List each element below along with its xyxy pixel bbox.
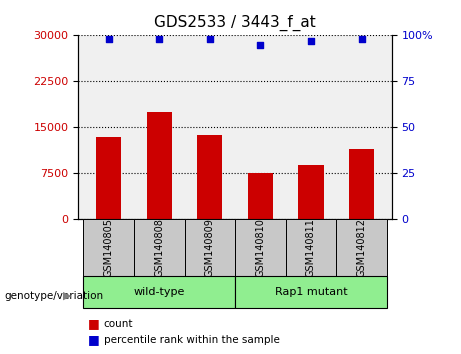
- Text: wild-type: wild-type: [134, 287, 185, 297]
- Text: GSM140811: GSM140811: [306, 218, 316, 277]
- Text: GSM140805: GSM140805: [104, 218, 114, 277]
- FancyBboxPatch shape: [336, 219, 387, 276]
- Point: [307, 38, 315, 44]
- Text: ■: ■: [88, 318, 99, 330]
- Text: ■: ■: [88, 333, 99, 346]
- Text: Rap1 mutant: Rap1 mutant: [275, 287, 347, 297]
- FancyBboxPatch shape: [184, 219, 235, 276]
- FancyBboxPatch shape: [235, 219, 286, 276]
- Bar: [298, 165, 324, 219]
- Point: [206, 36, 213, 42]
- Bar: [349, 149, 374, 219]
- Bar: [197, 135, 223, 219]
- Text: count: count: [104, 319, 133, 329]
- Text: genotype/variation: genotype/variation: [5, 291, 104, 301]
- FancyBboxPatch shape: [83, 219, 134, 276]
- Text: GSM140809: GSM140809: [205, 218, 215, 277]
- Point: [155, 36, 163, 42]
- Point: [358, 36, 365, 42]
- Bar: [96, 137, 121, 219]
- Text: GSM140808: GSM140808: [154, 218, 164, 277]
- FancyBboxPatch shape: [134, 219, 184, 276]
- Text: ▶: ▶: [63, 291, 71, 301]
- Text: GSM140812: GSM140812: [356, 218, 366, 277]
- FancyBboxPatch shape: [235, 276, 387, 308]
- FancyBboxPatch shape: [286, 219, 336, 276]
- Text: GSM140810: GSM140810: [255, 218, 266, 277]
- Bar: [248, 173, 273, 219]
- Point: [105, 36, 112, 42]
- Text: percentile rank within the sample: percentile rank within the sample: [104, 335, 280, 345]
- Bar: [147, 112, 172, 219]
- FancyBboxPatch shape: [83, 276, 235, 308]
- Title: GDS2533 / 3443_f_at: GDS2533 / 3443_f_at: [154, 15, 316, 31]
- Point: [257, 42, 264, 47]
